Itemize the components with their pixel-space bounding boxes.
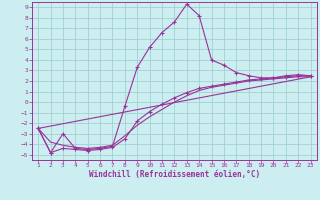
X-axis label: Windchill (Refroidissement éolien,°C): Windchill (Refroidissement éolien,°C) (89, 170, 260, 179)
